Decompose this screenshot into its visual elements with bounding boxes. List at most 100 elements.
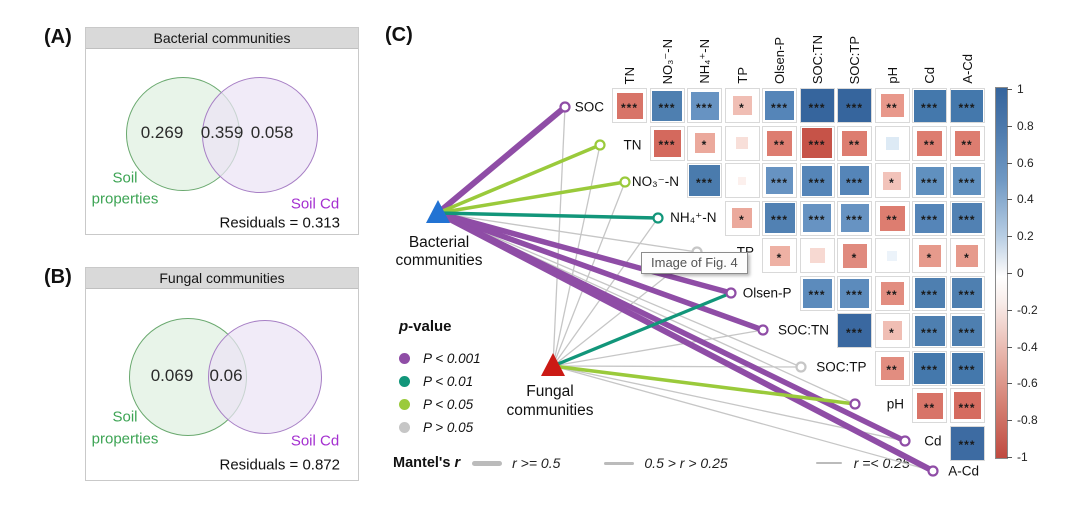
matrix-cell bbox=[724, 163, 760, 198]
matrix-cell: ** bbox=[912, 388, 947, 423]
matrix-cell: * bbox=[724, 88, 760, 123]
colorbar-tick-mark bbox=[1007, 457, 1012, 458]
venn-a-soil-cd-circle bbox=[202, 77, 318, 193]
row-label-SOCTP: SOC:TP bbox=[816, 359, 867, 375]
correlation-square: * bbox=[732, 208, 752, 228]
matrix-cell: ** bbox=[874, 350, 910, 386]
correlation-square: * bbox=[694, 133, 715, 153]
matrix-cell: *** bbox=[799, 125, 835, 161]
bacterial-label-line2: communities bbox=[395, 252, 483, 269]
panel-a-tag: (A) bbox=[44, 26, 72, 48]
pvalue-dot-001-icon bbox=[399, 353, 410, 364]
colorbar-tick-mark bbox=[1007, 346, 1012, 348]
colorbar-tick-label: 0.4 bbox=[1017, 192, 1034, 207]
significance-stars: *** bbox=[958, 438, 976, 453]
matrix-cell: *** bbox=[949, 350, 985, 386]
edge-fungal-NH4 bbox=[552, 217, 659, 367]
colorbar-tick-label: 0.8 bbox=[1017, 118, 1034, 133]
colorbar-tick-mark bbox=[1007, 420, 1012, 422]
colorbar-tick-mark bbox=[1007, 273, 1012, 274]
matrix-cell: *** bbox=[799, 163, 835, 198]
significance-stars: *** bbox=[958, 288, 976, 303]
significance-stars: *** bbox=[958, 175, 976, 190]
correlation-square: *** bbox=[616, 92, 643, 119]
venn-a-residuals: Residuals = 0.313 bbox=[219, 214, 340, 232]
matrix-col-header: Cd bbox=[912, 8, 947, 84]
edge-bacterial-TP bbox=[437, 212, 698, 253]
edge-fungal-NO3 bbox=[552, 181, 626, 367]
matrix-cell: *** bbox=[949, 275, 985, 311]
matrix-cell: *** bbox=[837, 163, 872, 198]
node-circle-SOCTP bbox=[795, 361, 807, 373]
matrix-col-header: TN bbox=[612, 8, 647, 84]
correlation-square: *** bbox=[953, 166, 981, 195]
correlation-square: ** bbox=[880, 356, 904, 380]
significance-stars: *** bbox=[920, 363, 938, 378]
colorbar-tick-mark bbox=[1007, 89, 1012, 90]
matrix-cell: *** bbox=[762, 88, 797, 123]
venn-b-overlap-value: 0.06 bbox=[209, 366, 243, 385]
correlation-square: * bbox=[732, 96, 752, 115]
venn-b-right-label: Soil Cd bbox=[290, 432, 340, 450]
edge-fungal-Cd bbox=[552, 365, 906, 442]
matrix-cell: *** bbox=[687, 163, 722, 198]
node-circle-NO3 bbox=[619, 176, 631, 188]
correlation-square: *** bbox=[953, 392, 981, 419]
significance-stars: ** bbox=[886, 288, 898, 303]
row-label-NH4: NH₄⁺-N bbox=[670, 210, 717, 225]
matrix-cell: * bbox=[762, 238, 797, 273]
colorbar-tick-label: -0.8 bbox=[1017, 413, 1038, 428]
correlation-square: *** bbox=[802, 128, 832, 158]
significance-stars: *** bbox=[845, 325, 863, 340]
significance-stars: * bbox=[926, 250, 933, 265]
edge-bacterial-SOC bbox=[435, 104, 568, 216]
bacterial-label-line1: Bacterial bbox=[408, 234, 470, 251]
significance-stars: ** bbox=[923, 138, 936, 153]
significance-stars: * bbox=[889, 325, 895, 340]
pvalue-legend-item: P < 0.001 bbox=[399, 347, 481, 370]
matrix-col-header: SOC:TP bbox=[837, 8, 872, 84]
colorbar-tick-label: 0 bbox=[1017, 266, 1024, 280]
venn-b-soil-cd-circle bbox=[208, 320, 322, 434]
significance-stars: ** bbox=[886, 363, 898, 378]
matrix-cell: ** bbox=[762, 125, 797, 161]
matrix-cell: *** bbox=[949, 88, 985, 123]
correlation-square: *** bbox=[840, 166, 869, 195]
correlation-square: *** bbox=[914, 315, 945, 346]
matrix-cell: *** bbox=[837, 88, 872, 123]
significance-stars: * bbox=[851, 250, 858, 265]
correlation-square: * bbox=[842, 243, 867, 268]
colorbar-tick-label: 0.2 bbox=[1017, 229, 1034, 244]
significance-stars: ** bbox=[923, 400, 936, 415]
mantel-label-thick: r >= 0.5 bbox=[512, 455, 561, 471]
correlation-square: *** bbox=[802, 278, 832, 308]
matrix-cell: *** bbox=[912, 275, 947, 311]
significance-stars: * bbox=[964, 250, 970, 265]
matrix-cell: * bbox=[874, 163, 910, 198]
correlation-square: *** bbox=[764, 203, 795, 233]
correlation-square: *** bbox=[840, 204, 869, 232]
pvalue-legend-title: p-value bbox=[399, 318, 452, 335]
correlation-square: *** bbox=[766, 167, 793, 194]
significance-stars: * bbox=[776, 250, 783, 265]
matrix-cell: *** bbox=[799, 275, 835, 311]
row-label-ACd: A-Cd bbox=[948, 463, 979, 479]
panel-a-title: Bacterial communities bbox=[86, 28, 358, 49]
venn-b-left-label-line1: Soil bbox=[112, 408, 138, 426]
browser-tooltip: Image of Fig. 4 bbox=[641, 252, 748, 274]
panel-b-title: Fungal communities bbox=[86, 268, 358, 289]
colorbar-tick-label: 1 bbox=[1017, 82, 1024, 96]
significance-stars: ** bbox=[886, 213, 898, 228]
matrix-cell: *** bbox=[912, 200, 947, 236]
venn-a-right-value: 0.058 bbox=[250, 123, 294, 142]
correlation-square: ** bbox=[879, 205, 905, 231]
matrix-col-header: SOC:TN bbox=[800, 8, 835, 84]
significance-stars: *** bbox=[695, 100, 713, 115]
matrix-cell: ** bbox=[949, 125, 985, 161]
colorbar-tick-label: 0.6 bbox=[1017, 155, 1034, 170]
matrix-cell: *** bbox=[912, 163, 947, 198]
correlation-square: *** bbox=[690, 91, 719, 120]
significance-stars: *** bbox=[845, 288, 863, 303]
matrix-cell: *** bbox=[837, 275, 872, 311]
